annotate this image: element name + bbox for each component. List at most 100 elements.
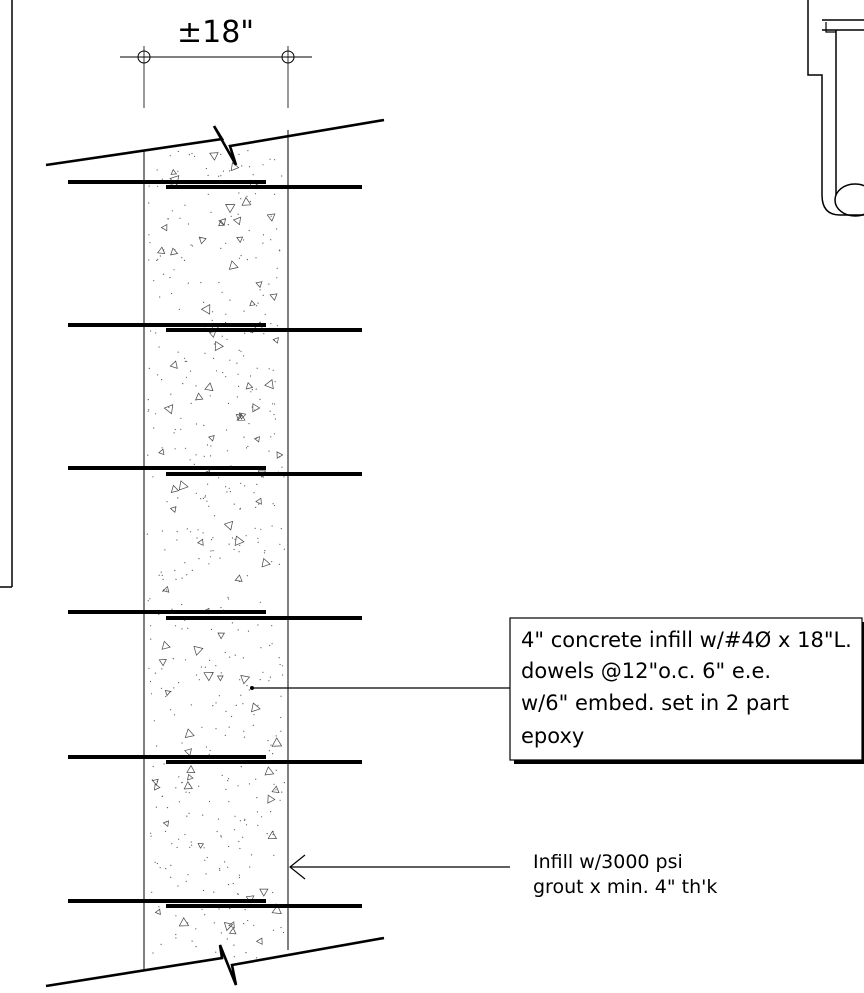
stipple-dot bbox=[242, 657, 244, 659]
stipple-dot bbox=[283, 782, 285, 784]
stipple-triangle bbox=[170, 484, 180, 493]
stipple-dot bbox=[247, 919, 249, 922]
stipple-dot bbox=[210, 539, 213, 541]
stipple-dot bbox=[164, 549, 166, 551]
dowel-note-line-1: 4" concrete infill w/#4Ø x 18"L. bbox=[521, 628, 852, 652]
stipple-dot bbox=[202, 814, 204, 816]
stipple-triangle bbox=[264, 379, 274, 390]
stipple-dot bbox=[191, 844, 193, 846]
stipple-dot bbox=[158, 346, 160, 348]
stipple-dot bbox=[253, 924, 255, 926]
stipple-dot bbox=[227, 596, 229, 599]
stipple-triangle bbox=[178, 917, 190, 927]
stipple-dot bbox=[240, 350, 242, 352]
stipple-dot bbox=[158, 574, 160, 576]
stipple-dot bbox=[269, 158, 271, 160]
stipple-dot bbox=[176, 530, 178, 533]
stipple-triangle bbox=[203, 672, 214, 682]
stipple-dot bbox=[210, 211, 212, 213]
stipple-dot bbox=[272, 891, 274, 894]
stipple-dot bbox=[195, 928, 197, 930]
stipple-dot bbox=[269, 644, 271, 647]
stipple-dot bbox=[274, 159, 276, 161]
stipple-dot bbox=[219, 557, 221, 559]
stipple-dot bbox=[195, 423, 198, 425]
stipple-dot bbox=[255, 388, 257, 390]
stipple-dot bbox=[243, 436, 245, 438]
stipple-triangle bbox=[157, 246, 166, 255]
stipple-dot bbox=[218, 868, 221, 870]
stipple-dot bbox=[264, 550, 266, 552]
stipple-triangle bbox=[218, 220, 225, 227]
stipple-dot bbox=[237, 893, 239, 895]
stipple-dot bbox=[246, 685, 248, 687]
stipple-triangle bbox=[160, 223, 168, 232]
stipple-dot bbox=[181, 257, 183, 259]
stipple-dot bbox=[233, 944, 235, 946]
stipple-dot bbox=[270, 215, 272, 217]
stipple-dot bbox=[174, 428, 176, 431]
stipple-dot bbox=[254, 193, 257, 195]
stipple-dot bbox=[275, 789, 277, 791]
stipple-dot bbox=[222, 170, 224, 172]
stipple-dot bbox=[185, 880, 187, 882]
stipple-dot bbox=[200, 282, 202, 284]
dowel-pair-5 bbox=[68, 755, 362, 764]
stipple-dot bbox=[235, 704, 237, 707]
stipple-dot bbox=[220, 932, 222, 934]
stipple-triangle bbox=[170, 168, 178, 175]
stipple-dot bbox=[150, 693, 153, 695]
stipple-dot bbox=[218, 477, 220, 479]
stipple-dot bbox=[156, 259, 158, 261]
stipple-dot bbox=[237, 785, 239, 787]
stipple-triangle bbox=[209, 152, 219, 161]
stipple-dot bbox=[184, 562, 186, 564]
stipple-dot bbox=[183, 259, 186, 261]
stipple-dot bbox=[173, 269, 175, 271]
stipple-dot bbox=[172, 658, 174, 660]
dowel-pair-4 bbox=[68, 610, 362, 620]
stipple-dot bbox=[259, 679, 261, 681]
stipple-dot bbox=[257, 541, 259, 543]
stipple-dot bbox=[151, 779, 153, 781]
stipple-dot bbox=[178, 776, 180, 778]
stipple-dot bbox=[256, 797, 258, 799]
stipple-dot bbox=[246, 195, 248, 197]
stipple-triangle bbox=[161, 640, 171, 650]
stipple-dot bbox=[274, 418, 277, 420]
stipple-dot bbox=[154, 861, 156, 863]
stipple-dot bbox=[184, 447, 187, 449]
stipple-triangle bbox=[183, 780, 193, 790]
stipple-dot bbox=[218, 695, 220, 697]
stipple-triangle bbox=[276, 451, 284, 459]
stipple-triangle bbox=[241, 196, 252, 206]
stipple-triangle bbox=[228, 921, 235, 929]
stipple-dot bbox=[256, 367, 258, 369]
stipple-dot bbox=[238, 874, 240, 876]
stipple-dot bbox=[150, 330, 152, 332]
stipple-dot bbox=[184, 833, 186, 836]
stipple-triangle bbox=[271, 904, 282, 915]
stipple-dot bbox=[169, 155, 171, 157]
stipple-dot bbox=[181, 577, 183, 579]
stipple-dot bbox=[207, 483, 209, 485]
stipple-dot bbox=[260, 528, 262, 530]
stipple-dot bbox=[268, 450, 270, 452]
stipple-dot bbox=[178, 801, 180, 803]
stipple-dot bbox=[184, 204, 186, 206]
stipple-dot bbox=[171, 843, 173, 845]
stipple-dot bbox=[233, 956, 235, 958]
stipple-dot bbox=[237, 213, 239, 215]
stipple-dot bbox=[273, 854, 275, 856]
stipple-triangle bbox=[214, 340, 224, 352]
stipple-dot bbox=[271, 561, 273, 563]
stipple-dot bbox=[161, 668, 163, 670]
stipple-dot bbox=[162, 578, 164, 581]
stipple-dot bbox=[161, 530, 163, 532]
stipple-dot bbox=[158, 906, 160, 908]
stipple-dot bbox=[274, 381, 276, 383]
stipple-dot bbox=[174, 569, 176, 572]
stipple-dot bbox=[203, 424, 205, 426]
stipple-dot bbox=[222, 371, 224, 374]
stipple-dot bbox=[255, 257, 257, 259]
